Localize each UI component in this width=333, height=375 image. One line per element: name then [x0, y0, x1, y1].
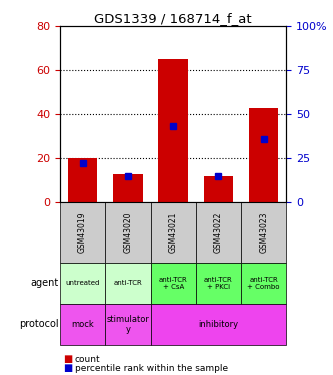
Bar — [241, 262, 286, 304]
Text: protocol: protocol — [19, 320, 59, 329]
Bar — [151, 202, 196, 262]
Bar — [196, 262, 241, 304]
Text: ■: ■ — [63, 354, 73, 364]
Text: count: count — [75, 355, 101, 364]
Text: mock: mock — [71, 320, 94, 329]
Text: untreated: untreated — [65, 280, 100, 286]
Text: percentile rank within the sample: percentile rank within the sample — [75, 364, 228, 373]
Bar — [105, 202, 151, 262]
Text: anti-TCR
+ CsA: anti-TCR + CsA — [159, 277, 187, 290]
Bar — [196, 202, 241, 262]
Bar — [60, 262, 105, 304]
Text: anti-TCR
+ PKCi: anti-TCR + PKCi — [204, 277, 233, 290]
Bar — [68, 158, 97, 202]
Text: ■: ■ — [63, 363, 73, 373]
Text: GSM43020: GSM43020 — [123, 211, 133, 253]
Text: GSM43019: GSM43019 — [78, 211, 87, 253]
Bar — [105, 262, 151, 304]
Bar — [151, 304, 286, 345]
Text: GSM43021: GSM43021 — [168, 211, 178, 253]
Bar — [241, 202, 286, 262]
Text: GSM43022: GSM43022 — [214, 211, 223, 253]
Text: anti-TCR
+ Combo: anti-TCR + Combo — [247, 277, 280, 290]
Title: GDS1339 / 168714_f_at: GDS1339 / 168714_f_at — [94, 12, 252, 25]
Text: inhibitory: inhibitory — [198, 320, 238, 329]
Text: stimulator
y: stimulator y — [107, 315, 149, 334]
Bar — [249, 108, 278, 202]
Text: GSM43023: GSM43023 — [259, 211, 268, 253]
Bar — [60, 202, 105, 262]
Text: agent: agent — [31, 278, 59, 288]
Bar — [159, 59, 188, 202]
Bar — [204, 176, 233, 202]
Text: anti-TCR: anti-TCR — [114, 280, 142, 286]
Bar — [113, 174, 143, 202]
Bar — [151, 262, 196, 304]
Bar — [60, 304, 105, 345]
Bar — [105, 304, 151, 345]
